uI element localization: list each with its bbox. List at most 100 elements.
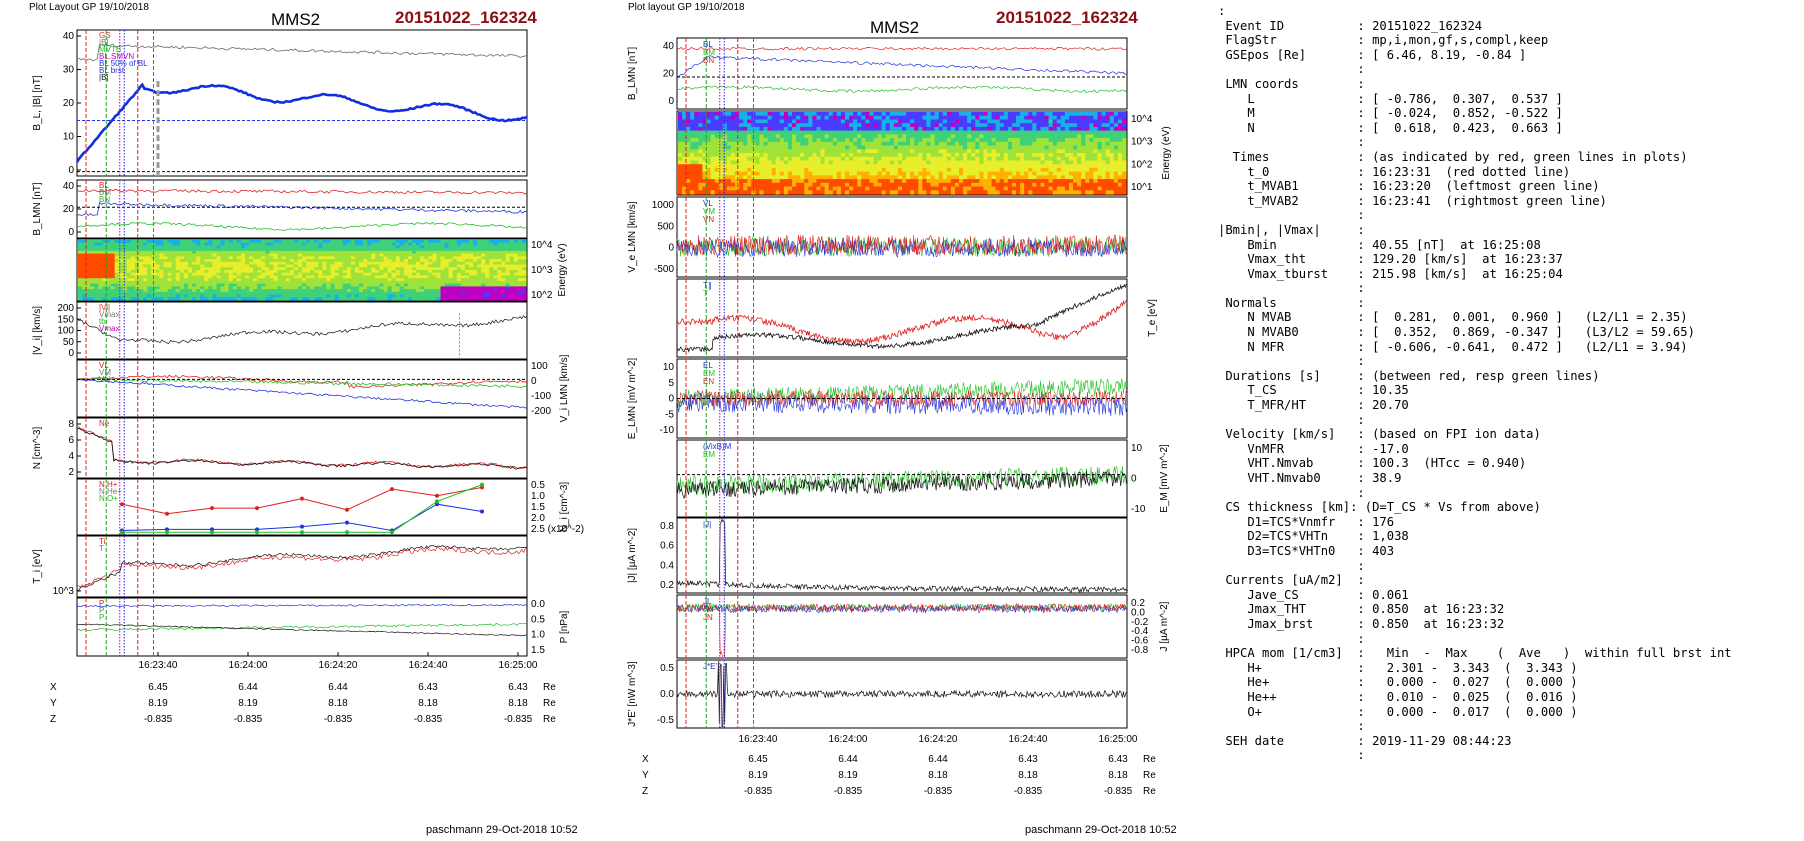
spectrogram-cell: [718, 182, 724, 188]
spectrogram-cell: [428, 280, 433, 285]
spectrogram-cell: [261, 275, 266, 279]
spectrogram-cell: [293, 297, 299, 301]
spectrogram-cell: [489, 250, 494, 255]
spectrogram-cell: [147, 286, 152, 290]
spectrogram-cell: [281, 250, 287, 255]
spectrogram-cell: [783, 167, 789, 173]
legend-entry: N He+: [99, 487, 122, 496]
spectrogram-cell: [297, 240, 303, 244]
spectrogram-cell: [216, 297, 222, 301]
spectrogram-cell: [771, 156, 777, 161]
spectrogram-cell: [1101, 167, 1107, 173]
spectrogram-cell: [171, 264, 177, 268]
spectrogram-cell: [682, 134, 687, 139]
spectrogram-cell: [930, 145, 936, 150]
spectrogram-cell: [967, 112, 972, 117]
spectrogram-cell: [265, 253, 270, 257]
spectrogram-cell: [289, 240, 295, 244]
spectrogram-cell: [1012, 112, 1017, 117]
spectrogram-cell: [151, 278, 156, 282]
spectrogram-cell: [910, 130, 915, 135]
spectrogram-cell: [775, 115, 781, 120]
spectrogram-cell: [824, 182, 830, 188]
spectrogram-cell: [106, 267, 112, 271]
spectrogram-cell: [873, 167, 879, 173]
spectrogram-cell: [456, 272, 462, 276]
spectrogram-cell: [959, 171, 964, 176]
spectrogram-cell: [314, 291, 319, 296]
spectrogram-cell: [767, 126, 773, 132]
spectrogram-cell: [1036, 130, 1042, 135]
spectrogram-cell: [906, 164, 911, 169]
spectrogram-cell: [1007, 149, 1013, 154]
spectrogram-cell: [420, 291, 425, 296]
spectrogram-cell: [686, 141, 691, 147]
spectrogram-cell: [959, 179, 964, 184]
spectrogram-cell: [147, 275, 152, 279]
spectrogram-cell: [420, 272, 425, 276]
spectrogram-cell: [963, 156, 968, 161]
spectrogram-cell: [836, 112, 842, 117]
spectrogram-cell: [987, 119, 993, 124]
spectrogram-cell: [792, 145, 797, 150]
spectrogram-cell: [363, 280, 368, 285]
spectrogram-cell: [792, 164, 797, 169]
spectrogram-cell: [857, 126, 862, 132]
spectrogram-cell: [175, 256, 181, 260]
spectrogram-cell: [987, 130, 993, 135]
spectrogram-cell: [938, 167, 944, 173]
spectrogram-cell: [460, 294, 466, 298]
spectrogram-cell: [950, 182, 956, 188]
spectrogram-cell: [959, 186, 964, 191]
spectrogram-cell: [755, 171, 761, 176]
spectrogram-cell: [893, 119, 899, 124]
spectrogram-cell: [395, 283, 401, 287]
spectrogram-cell: [788, 115, 793, 120]
spectrogram-cell: [318, 259, 323, 263]
spectrogram-cell: [432, 297, 437, 301]
spectrogram-cell: [350, 275, 356, 279]
spectrogram-cell: [448, 272, 454, 276]
spectrogram-cell: [212, 250, 218, 255]
tpar-series: [76, 546, 527, 588]
spectrogram-cell: [877, 145, 883, 150]
spectrogram-cell: [714, 171, 720, 176]
spectrogram-cell: [106, 270, 112, 274]
spectrogram-cell: [521, 242, 527, 246]
spectrogram-cell: [995, 171, 1001, 176]
spectrogram-cell: [245, 242, 250, 246]
spectrogram-cell: [489, 242, 494, 246]
spectrogram-cell: [857, 138, 862, 143]
spectrogram-cell: [918, 130, 923, 135]
bm-series: [76, 201, 528, 216]
spectrogram-cell: [436, 280, 442, 285]
spectrogram-cell: [334, 297, 340, 301]
spectrogram-cell: [881, 145, 887, 150]
spectrogram-cell: [90, 240, 95, 244]
spectrogram-cell: [204, 272, 209, 276]
spectrogram-cell: [163, 264, 169, 268]
spectrogram-cell: [322, 245, 328, 249]
spectrogram-cell: [739, 182, 744, 188]
spectrogram-cell: [521, 256, 527, 260]
spectrogram-cell: [477, 256, 482, 260]
spectrogram-cell: [163, 297, 169, 301]
spectrogram-cell: [521, 291, 527, 296]
spectrogram-cell: [505, 291, 511, 296]
spectrogram-cell: [722, 156, 728, 161]
spectrogram-cell: [163, 272, 169, 276]
spectrogram-cell: [517, 270, 523, 274]
spectrogram-cell: [893, 171, 899, 176]
spectrogram-cell: [192, 278, 197, 282]
btot-line: [76, 43, 528, 62]
spectrogram-cell: [853, 182, 858, 188]
spectrogram-cell: [293, 245, 299, 249]
spectrogram-cell: [448, 267, 454, 271]
spectrogram-cell: [513, 294, 519, 298]
spectrogram-cell: [861, 164, 866, 169]
spectrogram-cell: [930, 190, 936, 195]
spectrogram-cell: [926, 175, 932, 180]
spectrogram-cell: [269, 261, 275, 266]
spectrogram-cell: [98, 289, 104, 293]
spectrogram-cell: [926, 130, 932, 135]
